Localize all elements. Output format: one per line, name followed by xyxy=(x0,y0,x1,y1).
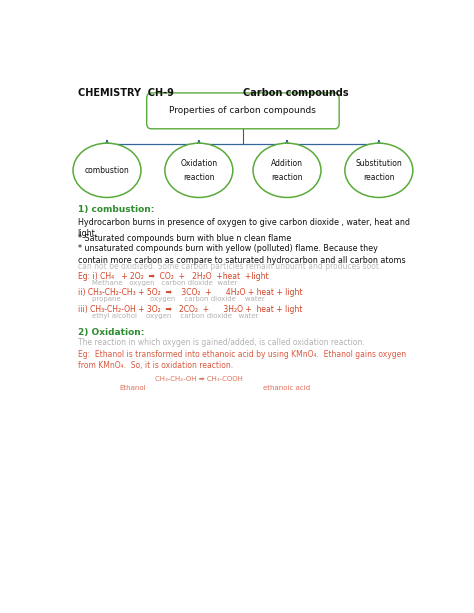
FancyBboxPatch shape xyxy=(146,93,339,129)
Text: 2) Oxidation:: 2) Oxidation: xyxy=(78,327,144,337)
Ellipse shape xyxy=(165,143,233,197)
Text: Eg: i) CH₄   + 2O₂  ➡  CO₂  +   2H₂O  +heat  +light: Eg: i) CH₄ + 2O₂ ➡ CO₂ + 2H₂O +heat +lig… xyxy=(78,272,268,281)
Text: CHEMISTRY  CH-9: CHEMISTRY CH-9 xyxy=(78,88,173,97)
Text: Ethanol: Ethanol xyxy=(119,385,146,391)
Text: Oxidation
reaction: Oxidation reaction xyxy=(180,159,218,182)
Text: Hydrocarbon burns in presence of oxygen to give carbon dioxide , water, heat and: Hydrocarbon burns in presence of oxygen … xyxy=(78,218,410,238)
Text: * Saturated compounds burn with blue n clean flame: * Saturated compounds burn with blue n c… xyxy=(78,234,291,243)
Text: ethyl alcohol    oxygen    carbon dioxide   water: ethyl alcohol oxygen carbon dioxide wate… xyxy=(92,313,259,319)
Text: Methane   oxygen   carbon dioxide  water: Methane oxygen carbon dioxide water xyxy=(92,280,237,286)
Text: iii) CH₃-CH₂-OH + 3O₂  ➡   2CO₂  +      3H₂O +  heat + light: iii) CH₃-CH₂-OH + 3O₂ ➡ 2CO₂ + 3H₂O + he… xyxy=(78,305,302,314)
Text: combustion: combustion xyxy=(85,166,129,175)
Text: can not be oxidized. Some carbon particles remain unburnt and produces soot.: can not be oxidized. Some carbon particl… xyxy=(78,262,381,272)
Text: * unsaturated compounds burn with yellow (polluted) flame. Because they
contain : * unsaturated compounds burn with yellow… xyxy=(78,245,405,265)
Text: ethanoic acid: ethanoic acid xyxy=(264,385,310,391)
Text: Properties of carbon compounds: Properties of carbon compounds xyxy=(170,106,316,115)
Text: Carbon compounds: Carbon compounds xyxy=(243,88,348,97)
Text: propane             oxygen    carbon dioxide    water: propane oxygen carbon dioxide water xyxy=(92,296,265,302)
Text: CH₃-CH₂-OH ➡ CH₃-COOH: CH₃-CH₂-OH ➡ CH₃-COOH xyxy=(155,376,243,382)
Ellipse shape xyxy=(345,143,413,197)
Ellipse shape xyxy=(253,143,321,197)
Text: ii) CH₃-CH₂-CH₃ + 5O₂  ➡    3CO₂  +      4H₂O + heat + light: ii) CH₃-CH₂-CH₃ + 5O₂ ➡ 3CO₂ + 4H₂O + he… xyxy=(78,288,302,297)
Text: Substitution
reaction: Substitution reaction xyxy=(356,159,402,182)
Text: 1) combustion:: 1) combustion: xyxy=(78,205,154,214)
Ellipse shape xyxy=(73,143,141,197)
Text: The reaction in which oxygen is gained/added, is called oxidation reaction.: The reaction in which oxygen is gained/a… xyxy=(78,338,365,347)
Text: Addition
reaction: Addition reaction xyxy=(271,159,303,182)
Text: Eg:  Ethanol is transformed into ethanoic acid by using KMnO₄.  Ethanol gains ox: Eg: Ethanol is transformed into ethanoic… xyxy=(78,349,406,370)
